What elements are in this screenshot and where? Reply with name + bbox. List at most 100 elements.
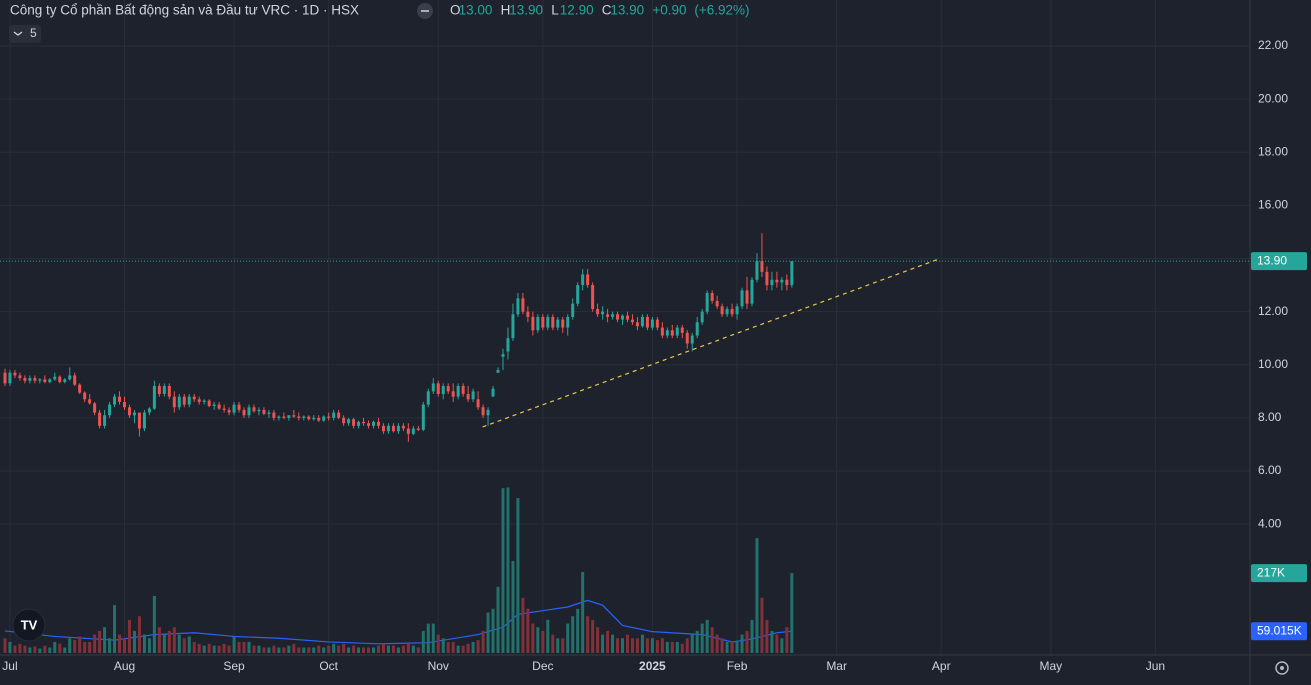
y-tick-label: 12.00 xyxy=(1258,304,1288,318)
volume-bar xyxy=(317,645,321,653)
volume-bar xyxy=(431,623,435,653)
candle-body xyxy=(272,412,276,418)
candle-body xyxy=(396,425,400,432)
candle-body xyxy=(541,316,545,328)
candle-body xyxy=(481,407,485,416)
candle-body xyxy=(93,403,97,413)
y-tick-label: 8.00 xyxy=(1258,410,1282,424)
volume-bar xyxy=(262,647,266,653)
candle-body xyxy=(207,400,211,406)
volume-bar xyxy=(212,645,216,653)
candle-body xyxy=(3,372,7,384)
candle-body xyxy=(18,375,22,379)
candle-body xyxy=(162,386,166,394)
candle-body xyxy=(406,428,410,434)
candle-body xyxy=(376,421,380,426)
candle-body xyxy=(352,419,356,426)
volume-bar xyxy=(277,647,281,653)
volume-bar xyxy=(561,638,565,653)
volume-bar xyxy=(760,597,764,653)
volume-bar xyxy=(362,647,366,653)
volume-bar xyxy=(700,623,704,653)
candle-body xyxy=(586,274,590,286)
x-tick-label: Mar xyxy=(826,659,847,673)
candle-body xyxy=(13,372,17,376)
volume-bar xyxy=(411,645,415,653)
candle-body xyxy=(23,378,27,381)
volume-bar xyxy=(456,645,460,653)
volume-bar xyxy=(322,647,326,653)
volume-bar xyxy=(591,619,595,653)
volume-bar xyxy=(147,638,151,653)
volume-bar xyxy=(267,647,271,653)
volume-bar xyxy=(108,638,112,653)
candle-body xyxy=(635,322,639,327)
candle-body xyxy=(670,330,674,336)
volume-bar xyxy=(506,487,510,653)
indicator-toggle[interactable] xyxy=(9,25,41,43)
volume-bar xyxy=(252,645,256,653)
candle-body xyxy=(362,421,366,424)
settings-button[interactable] xyxy=(1275,661,1289,675)
volume-bar xyxy=(68,638,72,653)
candle-body xyxy=(302,416,306,418)
candle-body xyxy=(33,378,37,381)
volume-bar xyxy=(257,645,261,653)
candle-body xyxy=(292,415,296,417)
volume-bar xyxy=(571,616,575,653)
volume-bar xyxy=(232,636,236,653)
volume-bar xyxy=(103,627,107,653)
candle-body xyxy=(127,407,131,416)
volume-ma-label: 59.015K xyxy=(1257,623,1302,637)
candle-body xyxy=(28,378,32,381)
candle-body xyxy=(790,261,794,286)
logo[interactable] xyxy=(12,608,46,642)
x-tick-label: May xyxy=(1039,659,1062,673)
volume-bar xyxy=(780,638,784,653)
volume-bar xyxy=(327,645,331,653)
volume-bar xyxy=(536,627,540,653)
volume-bar xyxy=(282,647,286,653)
candle-body xyxy=(43,379,47,383)
volume-bar xyxy=(616,638,620,653)
volume-bar xyxy=(272,645,276,653)
candle-body xyxy=(431,383,435,392)
candle-body xyxy=(73,375,77,385)
candle-body xyxy=(137,412,141,429)
candle-body xyxy=(202,400,206,402)
volume-bar xyxy=(157,627,161,653)
volume-bar xyxy=(526,608,530,653)
candle-body xyxy=(53,376,57,380)
volume-bar xyxy=(287,645,291,653)
volume-bar xyxy=(436,634,440,653)
trendline xyxy=(482,258,939,428)
candle-body xyxy=(142,412,146,429)
volume-bar xyxy=(690,634,694,653)
x-tick-label: Jul xyxy=(2,659,17,673)
volume-bar xyxy=(466,643,470,653)
volume-bar xyxy=(486,612,490,653)
volume-bar xyxy=(705,619,709,653)
candle-body xyxy=(426,391,430,405)
x-tick-label: Dec xyxy=(532,659,553,673)
volume-bar xyxy=(172,627,176,653)
candle-body xyxy=(118,396,122,402)
candle-body xyxy=(257,409,261,412)
volume-bar xyxy=(785,627,789,653)
volume-bar xyxy=(93,634,97,653)
candle-body xyxy=(386,425,390,432)
candle-body xyxy=(571,303,575,317)
candle-body xyxy=(710,293,714,301)
volume-bar xyxy=(765,619,769,653)
candle-body xyxy=(461,386,465,394)
candle-body xyxy=(685,332,689,344)
volume-bar xyxy=(127,619,131,653)
candle-body xyxy=(675,327,679,336)
volume-bar xyxy=(715,634,719,653)
volume-bar xyxy=(88,641,92,653)
volume-bar xyxy=(551,634,555,653)
ohlc-key: O xyxy=(450,3,461,18)
x-tick-label: Aug xyxy=(114,659,135,673)
volume-bar xyxy=(640,634,644,653)
